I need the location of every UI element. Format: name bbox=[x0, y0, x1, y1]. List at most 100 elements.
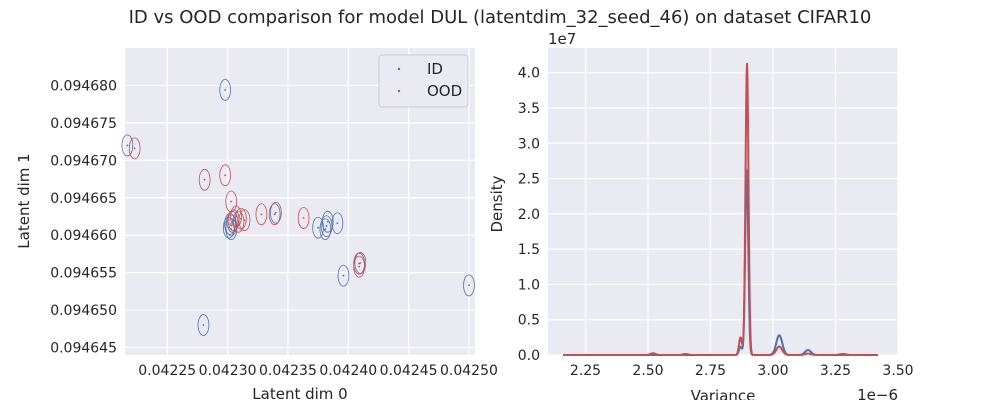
scatter-y-tick-label: 0.094680 bbox=[50, 78, 117, 94]
scatter-x-tick-label: 0.04240 bbox=[319, 363, 377, 379]
density-y-tick-label: 4.0 bbox=[518, 66, 540, 82]
ood-uncertainty-ellipse bbox=[255, 203, 268, 226]
ood-point bbox=[230, 200, 233, 203]
scatter-x-tick-label: 0.04235 bbox=[259, 363, 317, 379]
scatter-panel: 0.04225 0.04230 0.04235 0.04240 0.04245 0.042… bbox=[15, 48, 498, 400]
id-point bbox=[224, 89, 227, 91]
id-point bbox=[317, 226, 320, 229]
density-x-axis-label: Variance bbox=[691, 387, 756, 400]
density-y-tick-label: 0.5 bbox=[518, 313, 540, 329]
density-y-scale-label: 1e7 bbox=[548, 30, 576, 48]
id-point bbox=[230, 224, 233, 227]
density-x-tick-label: 3.25 bbox=[820, 363, 851, 379]
id-point bbox=[229, 223, 231, 225]
id-point bbox=[324, 228, 327, 231]
density-x-tick-label: 2.75 bbox=[695, 363, 726, 379]
id-uncertainty-ellipse bbox=[331, 212, 344, 235]
id-uncertainty-ellipse bbox=[463, 274, 475, 297]
legend-id-label: ID bbox=[427, 60, 443, 78]
ood-uncertainty-ellipse bbox=[219, 164, 232, 187]
scatter-grid bbox=[125, 48, 475, 355]
density-panel: 2.25 2.50 2.75 3.00 3.25 3.50 0.0 0.5 1.0 1.5 2.0… bbox=[488, 30, 914, 400]
ood-point bbox=[358, 265, 361, 268]
legend-ood-marker bbox=[397, 89, 401, 93]
ood-uncertainty-ellipse bbox=[198, 168, 211, 191]
scatter-y-tick-label: 0.094650 bbox=[50, 303, 117, 319]
ood-point bbox=[359, 262, 362, 264]
id-uncertainty-ellipse bbox=[219, 79, 232, 101]
id-uncertainty-ellipse bbox=[337, 264, 350, 287]
density-y-tick-label: 3.5 bbox=[518, 101, 540, 117]
ood-uncertainty-ellipse bbox=[232, 210, 245, 233]
ood-point bbox=[302, 217, 305, 219]
density-lines bbox=[562, 62, 879, 356]
ood-uncertainty-ellipse bbox=[238, 209, 251, 232]
figure-title: ID vs OOD comparison for model DUL (late… bbox=[129, 7, 872, 28]
ood-point bbox=[203, 178, 206, 181]
scatter-y-tick-label: 0.094645 bbox=[50, 341, 117, 357]
scatter-y-tick-label: 0.094660 bbox=[50, 228, 117, 244]
id-point bbox=[336, 222, 339, 225]
ood-point bbox=[133, 147, 136, 150]
density-y-ticks: 0.0 0.5 1.0 1.5 2.0 2.5 3.0 3.5 4.0 bbox=[518, 66, 540, 364]
id-point bbox=[342, 274, 345, 277]
ood-point bbox=[260, 213, 263, 216]
ood-point bbox=[239, 217, 242, 220]
density-y-axis-label: Density bbox=[488, 175, 506, 232]
ood-uncertainty-ellipse bbox=[128, 137, 141, 160]
scatter-y-tick-label: 0.094665 bbox=[50, 191, 117, 207]
density-x-tick-label: 2.25 bbox=[570, 363, 601, 379]
legend-box bbox=[378, 54, 469, 108]
ood-uncertainty-ellipse bbox=[353, 255, 365, 278]
ood-uncertainty-ellipse bbox=[268, 203, 281, 226]
id-uncertainty-ellipse bbox=[197, 314, 210, 336]
legend-id-marker bbox=[397, 67, 401, 71]
ood-uncertainty-ellipse bbox=[235, 207, 247, 230]
id-point bbox=[274, 211, 277, 214]
density-y-tick-label: 1.5 bbox=[518, 242, 540, 258]
scatter-x-tick-label: 0.04250 bbox=[440, 363, 498, 379]
id-uncertainty-ellipse bbox=[321, 210, 334, 233]
density-y-tick-label: 2.0 bbox=[518, 207, 540, 223]
scatter-y-tick-label: 0.094675 bbox=[50, 116, 117, 132]
density-x-tick-label: 3.00 bbox=[757, 363, 788, 379]
scatter-x-tick-label: 0.04225 bbox=[138, 363, 196, 379]
density-x-tick-label: 2.50 bbox=[632, 363, 663, 379]
density-x-ticks: 2.25 2.50 2.75 3.00 3.25 3.50 bbox=[570, 363, 914, 379]
id-uncertainty-ellipse bbox=[121, 134, 134, 157]
id-point bbox=[325, 225, 328, 228]
id-uncertainty-ellipse bbox=[270, 201, 282, 224]
scatter-y-tick-label: 0.094655 bbox=[50, 266, 117, 282]
id-uncertainty-ellipse bbox=[224, 213, 236, 235]
density-y-tick-label: 1.0 bbox=[518, 277, 540, 293]
scatter-y-tick-label: 0.094670 bbox=[50, 153, 117, 169]
density-y-tick-label: 3.0 bbox=[518, 136, 540, 152]
density-x-scale-label: 1e−6 bbox=[857, 386, 898, 400]
ood-density-line bbox=[562, 62, 879, 356]
legend: ID OOD bbox=[378, 54, 469, 108]
ood-point bbox=[243, 219, 246, 222]
scatter-y-axis-label: Latent dim 1 bbox=[15, 153, 33, 248]
scatter-y-ticks: 0.094645 0.094650 0.094655 0.094660 0.094665… bbox=[50, 78, 117, 356]
legend-ood-label: OOD bbox=[427, 82, 462, 100]
density-plot-area bbox=[548, 48, 898, 355]
scatter-marks bbox=[121, 79, 475, 336]
scatter-x-tick-label: 0.04230 bbox=[199, 363, 257, 379]
density-y-tick-label: 0.0 bbox=[518, 348, 540, 364]
id-point bbox=[126, 144, 129, 147]
ood-uncertainty-ellipse bbox=[230, 205, 242, 228]
id-point bbox=[326, 220, 329, 223]
id-uncertainty-ellipse bbox=[319, 218, 332, 241]
density-y-tick-label: 2.5 bbox=[518, 172, 540, 188]
scatter-x-tick-label: 0.04245 bbox=[380, 363, 438, 379]
scatter-x-ticks: 0.04225 0.04230 0.04235 0.04240 0.04245 0.042… bbox=[138, 363, 498, 379]
ood-uncertainty-ellipse bbox=[354, 252, 367, 274]
scatter-x-axis-label: Latent dim 0 bbox=[252, 385, 347, 400]
density-x-tick-label: 3.50 bbox=[882, 363, 913, 379]
ood-point bbox=[224, 174, 227, 177]
id-point bbox=[468, 284, 470, 287]
ood-point bbox=[273, 213, 276, 216]
ood-uncertainty-ellipse bbox=[297, 207, 310, 229]
id-point bbox=[202, 324, 205, 326]
